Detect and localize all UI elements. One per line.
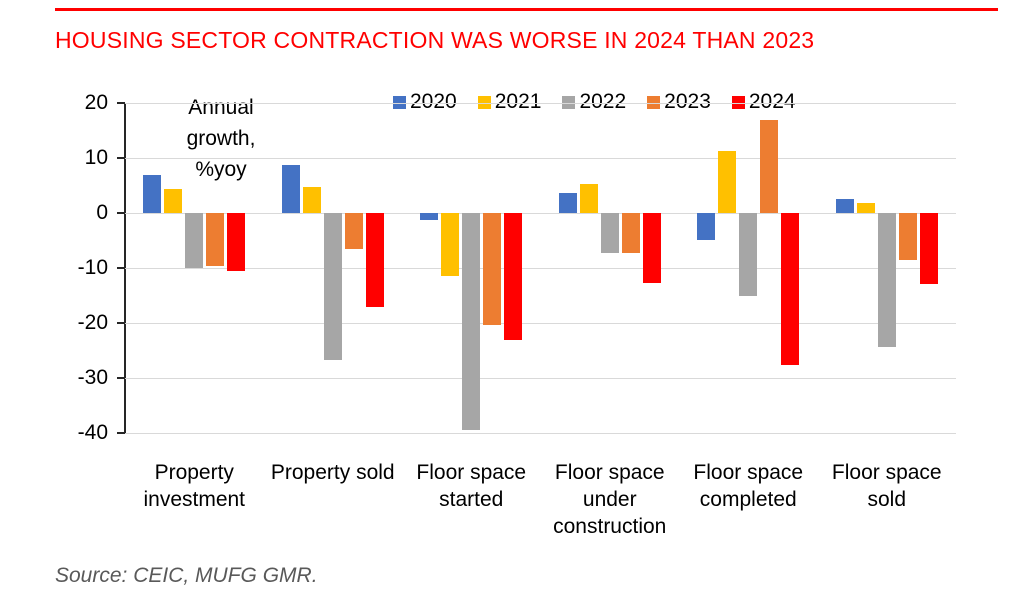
- gridline--10: [125, 268, 956, 269]
- legend-label: 2020: [410, 90, 457, 113]
- bar-2020-floor-space-under-construction: [558, 192, 577, 213]
- bar-2021-floor-space-under-construction: [579, 183, 598, 213]
- bar-2021-floor-space-completed: [718, 151, 737, 213]
- legend-label: 2023: [664, 90, 711, 113]
- bar-2024-property-sold: [365, 213, 384, 308]
- bar-2023-floor-space-completed: [760, 119, 779, 213]
- legend-swatch-icon: [562, 95, 576, 109]
- bar-2020-property-sold: [281, 165, 300, 213]
- plot-area: 2020 2021 2022 2023 2024 Annual growth, %yoy: [117, 91, 956, 434]
- gridline--20: [125, 323, 956, 324]
- y-tick-mark: [117, 322, 125, 324]
- y-tick-label: 20: [84, 91, 108, 114]
- legend-swatch-icon: [731, 95, 745, 109]
- legend-label: 2021: [494, 90, 542, 113]
- bar-2021-property-investment: [164, 188, 183, 213]
- annotation-annual-growth: Annual growth, %yoy: [186, 96, 256, 181]
- legend-item-2021: 2021: [477, 90, 542, 113]
- bar-2024-floor-space-sold: [919, 213, 938, 284]
- y-tick-label: -30: [77, 366, 108, 389]
- gridline-10: [125, 158, 956, 159]
- bar-2021-property-sold: [302, 186, 321, 213]
- y-tick-mark: [117, 377, 125, 379]
- y-tick-label: 10: [84, 146, 108, 169]
- bar-2021-floor-space-sold: [856, 202, 875, 213]
- source-note: Source: CEIC, MUFG GMR.: [55, 564, 318, 587]
- bar-2022-floor-space-sold: [877, 213, 896, 347]
- y-tick-mark: [117, 267, 125, 269]
- legend-item-2024: 2024: [731, 90, 796, 113]
- bar-2024-floor-space-completed: [781, 213, 800, 366]
- gridline-0: [125, 213, 956, 214]
- y-tick-mark: [117, 157, 125, 159]
- bar-2023-property-sold: [344, 213, 363, 249]
- legend-item-2020: 2020: [393, 91, 457, 113]
- bar-2022-floor-space-started: [462, 213, 481, 430]
- legend-label: 2022: [579, 90, 627, 113]
- bar-2020-floor-space-sold: [835, 198, 854, 213]
- bar-2024-floor-space-started: [504, 213, 523, 340]
- legend-swatch-icon: [477, 95, 491, 109]
- bar-2023-floor-space-under-construction: [621, 213, 640, 253]
- category-label: Floor space sold: [831, 461, 942, 511]
- bar-2022-property-investment: [185, 213, 204, 268]
- bar-2024-property-investment: [227, 213, 246, 272]
- chart-title: HOUSING SECTOR CONTRACTION WAS WORSE IN …: [55, 27, 815, 53]
- gridline--40: [125, 433, 956, 434]
- y-tick-mark: [117, 212, 125, 214]
- y-tick-label: -20: [77, 311, 108, 334]
- bar-2020-property-investment: [143, 174, 162, 213]
- y-tick-label: -40: [77, 421, 108, 444]
- bar-2020-floor-space-started: [420, 213, 439, 220]
- bar-2022-property-sold: [323, 213, 342, 360]
- category-axis: Property investment Property sold Floor sp…: [125, 459, 956, 540]
- legend-label: 2024: [748, 90, 796, 113]
- category-label: Floor space completed: [693, 461, 804, 511]
- title-rule: [55, 8, 998, 11]
- y-tick-mark: [117, 432, 125, 434]
- legend-swatch-icon: [647, 95, 661, 109]
- category-label: Floor space started: [416, 461, 527, 511]
- y-tick-label: -10: [77, 256, 108, 279]
- category-label: Floor space under construction: [553, 461, 667, 538]
- bar-2020-floor-space-completed: [697, 213, 716, 240]
- legend: 2020 2021 2022 2023 2024: [393, 91, 796, 113]
- y-tick-mark: [117, 102, 125, 104]
- legend-item-2022: 2022: [562, 91, 626, 113]
- legend-item-2023: 2023: [647, 91, 711, 113]
- bar-2023-floor-space-sold: [898, 213, 917, 260]
- gridline-20: [125, 103, 956, 104]
- bar-2024-floor-space-under-construction: [642, 213, 661, 283]
- category-label: Property investment: [143, 461, 246, 511]
- bar-2023-floor-space-started: [483, 213, 502, 326]
- gridline--30: [125, 378, 956, 379]
- y-tick-label: 0: [96, 201, 108, 224]
- bar-2021-floor-space-started: [441, 213, 460, 276]
- legend-swatch-icon: [393, 95, 406, 109]
- bar-2022-floor-space-under-construction: [600, 213, 619, 253]
- bar-2023-property-investment: [206, 213, 225, 266]
- bar-2022-floor-space-completed: [739, 213, 758, 296]
- category-label: Property sold: [270, 461, 395, 484]
